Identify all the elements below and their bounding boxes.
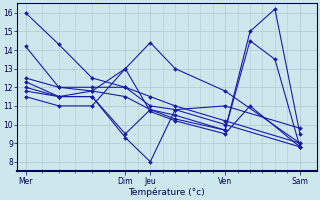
X-axis label: Température (°c): Température (°c) <box>129 187 205 197</box>
